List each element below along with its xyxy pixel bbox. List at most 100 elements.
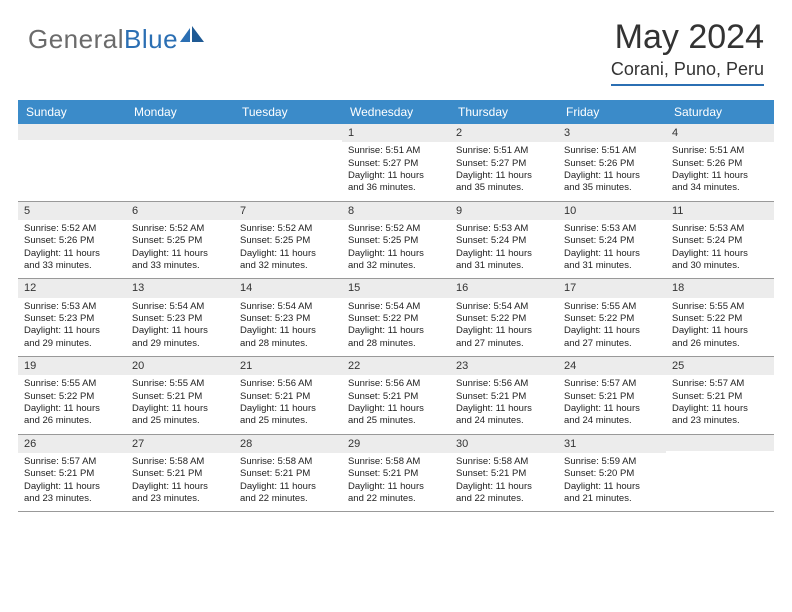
- week-row: 5Sunrise: 5:52 AMSunset: 5:26 PMDaylight…: [18, 202, 774, 280]
- cell-line: Sunset: 5:21 PM: [348, 468, 444, 480]
- cell-line: Sunset: 5:25 PM: [348, 235, 444, 247]
- calendar-cell: 12Sunrise: 5:53 AMSunset: 5:23 PMDayligh…: [18, 279, 126, 356]
- day-number: 29: [342, 435, 450, 453]
- day-number: 10: [558, 202, 666, 220]
- cell-body: Sunrise: 5:51 AMSunset: 5:26 PMDaylight:…: [558, 142, 666, 200]
- cell-line: Daylight: 11 hours: [564, 248, 660, 260]
- day-number: 3: [558, 124, 666, 142]
- cell-body: [666, 451, 774, 509]
- day-number: 2: [450, 124, 558, 142]
- cell-line: Daylight: 11 hours: [24, 403, 120, 415]
- day-header-cell: Wednesday: [342, 100, 450, 124]
- cell-line: Sunset: 5:23 PM: [24, 313, 120, 325]
- calendar-cell: [18, 124, 126, 201]
- day-number: 31: [558, 435, 666, 453]
- cell-line: Sunrise: 5:58 AM: [348, 456, 444, 468]
- cell-body: Sunrise: 5:54 AMSunset: 5:23 PMDaylight:…: [126, 298, 234, 356]
- cell-body: Sunrise: 5:55 AMSunset: 5:22 PMDaylight:…: [558, 298, 666, 356]
- cell-line: Daylight: 11 hours: [24, 325, 120, 337]
- cell-line: Daylight: 11 hours: [240, 403, 336, 415]
- cell-line: Sunset: 5:27 PM: [456, 158, 552, 170]
- cell-line: and 29 minutes.: [24, 338, 120, 350]
- cell-line: Sunset: 5:21 PM: [240, 468, 336, 480]
- logo: GeneralBlue: [28, 18, 206, 55]
- cell-line: and 28 minutes.: [348, 338, 444, 350]
- calendar-cell: 15Sunrise: 5:54 AMSunset: 5:22 PMDayligh…: [342, 279, 450, 356]
- day-number: 20: [126, 357, 234, 375]
- day-number: 26: [18, 435, 126, 453]
- calendar-cell: 11Sunrise: 5:53 AMSunset: 5:24 PMDayligh…: [666, 202, 774, 279]
- calendar-cell: 9Sunrise: 5:53 AMSunset: 5:24 PMDaylight…: [450, 202, 558, 279]
- cell-line: Sunset: 5:26 PM: [564, 158, 660, 170]
- cell-line: and 22 minutes.: [456, 493, 552, 505]
- calendar-cell: 16Sunrise: 5:54 AMSunset: 5:22 PMDayligh…: [450, 279, 558, 356]
- calendar-cell: 25Sunrise: 5:57 AMSunset: 5:21 PMDayligh…: [666, 357, 774, 434]
- day-number: 12: [18, 279, 126, 297]
- location: Corani, Puno, Peru: [611, 59, 764, 86]
- cell-line: Daylight: 11 hours: [672, 248, 768, 260]
- cell-line: Daylight: 11 hours: [564, 403, 660, 415]
- cell-line: Daylight: 11 hours: [348, 170, 444, 182]
- cell-line: Sunrise: 5:53 AM: [456, 223, 552, 235]
- cell-line: Sunrise: 5:52 AM: [348, 223, 444, 235]
- cell-line: Daylight: 11 hours: [24, 248, 120, 260]
- cell-line: Sunrise: 5:53 AM: [672, 223, 768, 235]
- cell-line: Daylight: 11 hours: [672, 325, 768, 337]
- cell-line: and 29 minutes.: [132, 338, 228, 350]
- cell-body: Sunrise: 5:51 AMSunset: 5:27 PMDaylight:…: [450, 142, 558, 200]
- cell-body: Sunrise: 5:59 AMSunset: 5:20 PMDaylight:…: [558, 453, 666, 511]
- cell-body: Sunrise: 5:57 AMSunset: 5:21 PMDaylight:…: [558, 375, 666, 433]
- calendar-cell: 4Sunrise: 5:51 AMSunset: 5:26 PMDaylight…: [666, 124, 774, 201]
- cell-line: Sunrise: 5:58 AM: [240, 456, 336, 468]
- cell-line: Daylight: 11 hours: [348, 248, 444, 260]
- cell-body: Sunrise: 5:51 AMSunset: 5:27 PMDaylight:…: [342, 142, 450, 200]
- calendar-cell: 22Sunrise: 5:56 AMSunset: 5:21 PMDayligh…: [342, 357, 450, 434]
- cell-line: Sunset: 5:26 PM: [672, 158, 768, 170]
- calendar-cell: 10Sunrise: 5:53 AMSunset: 5:24 PMDayligh…: [558, 202, 666, 279]
- header: GeneralBlue May 2024 Corani, Puno, Peru: [0, 0, 792, 94]
- logo-text-blue: Blue: [124, 24, 178, 54]
- cell-line: and 27 minutes.: [456, 338, 552, 350]
- cell-line: Daylight: 11 hours: [672, 403, 768, 415]
- calendar-cell: 8Sunrise: 5:52 AMSunset: 5:25 PMDaylight…: [342, 202, 450, 279]
- day-number: 16: [450, 279, 558, 297]
- cell-line: and 23 minutes.: [24, 493, 120, 505]
- cell-line: Sunset: 5:26 PM: [24, 235, 120, 247]
- cell-line: Sunset: 5:23 PM: [240, 313, 336, 325]
- cell-line: Sunrise: 5:53 AM: [564, 223, 660, 235]
- cell-line: and 26 minutes.: [24, 415, 120, 427]
- day-number: 9: [450, 202, 558, 220]
- day-number: 17: [558, 279, 666, 297]
- day-number: 18: [666, 279, 774, 297]
- cell-body: Sunrise: 5:53 AMSunset: 5:24 PMDaylight:…: [558, 220, 666, 278]
- day-header-cell: Sunday: [18, 100, 126, 124]
- cell-line: Sunrise: 5:51 AM: [564, 145, 660, 157]
- cell-line: Sunset: 5:24 PM: [672, 235, 768, 247]
- cell-body: Sunrise: 5:51 AMSunset: 5:26 PMDaylight:…: [666, 142, 774, 200]
- cell-line: and 35 minutes.: [564, 182, 660, 194]
- cell-body: Sunrise: 5:52 AMSunset: 5:25 PMDaylight:…: [342, 220, 450, 278]
- day-number: 25: [666, 357, 774, 375]
- day-header-cell: Tuesday: [234, 100, 342, 124]
- cell-line: Daylight: 11 hours: [564, 170, 660, 182]
- calendar-cell: 13Sunrise: 5:54 AMSunset: 5:23 PMDayligh…: [126, 279, 234, 356]
- day-number: 5: [18, 202, 126, 220]
- day-number: 21: [234, 357, 342, 375]
- week-row: 19Sunrise: 5:55 AMSunset: 5:22 PMDayligh…: [18, 357, 774, 435]
- calendar-cell: 24Sunrise: 5:57 AMSunset: 5:21 PMDayligh…: [558, 357, 666, 434]
- day-number: 24: [558, 357, 666, 375]
- calendar-cell: 23Sunrise: 5:56 AMSunset: 5:21 PMDayligh…: [450, 357, 558, 434]
- cell-body: Sunrise: 5:53 AMSunset: 5:24 PMDaylight:…: [666, 220, 774, 278]
- calendar-cell: 6Sunrise: 5:52 AMSunset: 5:25 PMDaylight…: [126, 202, 234, 279]
- cell-line: Sunrise: 5:51 AM: [456, 145, 552, 157]
- cell-line: and 28 minutes.: [240, 338, 336, 350]
- cell-line: Sunrise: 5:55 AM: [672, 301, 768, 313]
- day-number: 28: [234, 435, 342, 453]
- cell-body: Sunrise: 5:58 AMSunset: 5:21 PMDaylight:…: [450, 453, 558, 511]
- cell-line: Sunrise: 5:54 AM: [348, 301, 444, 313]
- cell-body: Sunrise: 5:54 AMSunset: 5:23 PMDaylight:…: [234, 298, 342, 356]
- calendar-cell: 14Sunrise: 5:54 AMSunset: 5:23 PMDayligh…: [234, 279, 342, 356]
- cell-line: Sunrise: 5:56 AM: [456, 378, 552, 390]
- cell-body: Sunrise: 5:57 AMSunset: 5:21 PMDaylight:…: [666, 375, 774, 433]
- cell-line: and 31 minutes.: [456, 260, 552, 272]
